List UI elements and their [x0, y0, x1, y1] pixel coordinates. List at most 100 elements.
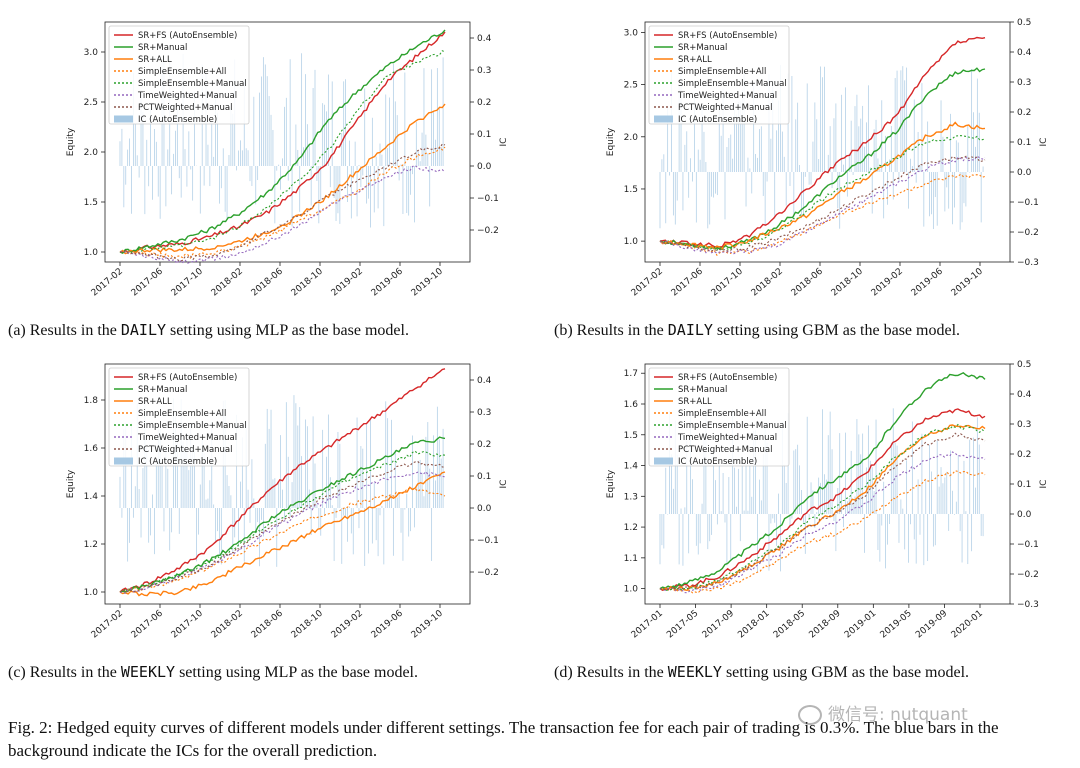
legend-swatch: [654, 115, 673, 123]
y-tick-label: 1.5: [624, 185, 638, 195]
series-line: [659, 451, 986, 594]
ic-tick-label: −0.2: [1017, 228, 1039, 238]
ic-tick-label: −0.3: [1017, 258, 1039, 268]
caption-c: (c) Results in the WEEKLY setting using …: [8, 662, 518, 683]
y-tick-label: 1.0: [624, 585, 639, 595]
series-line: [659, 408, 986, 592]
ic-tick-label: 0.0: [477, 504, 492, 514]
x-tick-label: 2017-02: [90, 267, 125, 299]
x-tick-label: 2019-06: [370, 266, 405, 298]
caption-d-suffix: setting using GBM as the base model.: [725, 664, 970, 681]
x-tick-label: 2019-10: [950, 266, 985, 298]
ic-tick-label: −0.1: [1017, 198, 1039, 208]
x-tick-label: 2019-01: [843, 609, 878, 641]
x-tick-label: 2017-01: [630, 609, 665, 641]
y-tick-label: 1.3: [624, 492, 638, 502]
x-tick-label: 2018-02: [750, 267, 785, 299]
ic-tick-label: 0.3: [477, 66, 491, 76]
legend-label: SR+ALL: [138, 55, 172, 65]
ic-bars: [119, 395, 444, 567]
caption-a-suffix: setting using MLP as the base model.: [170, 322, 409, 339]
x-tick-label: 2019-06: [370, 608, 405, 640]
x-tick-label: 2017-06: [130, 266, 165, 298]
x-tick-label: 2019-02: [330, 609, 365, 641]
x-tick-label: 2018-10: [290, 266, 325, 298]
y-tick-label: 1.6: [84, 444, 99, 454]
legend-box: [108, 367, 250, 467]
y-tick-label: 1.5: [84, 198, 98, 208]
equity-axis-label: Equity: [606, 469, 616, 498]
y-tick-label: 3.0: [624, 28, 639, 38]
ic-tick-label: 0.0: [1017, 510, 1032, 520]
chart-d: 1.0 1.1 1.2 1.3 1.4 1.5 1.6 1.7 −0.3 −0.2 −0.1 0.0 0…: [606, 360, 1049, 641]
legend-label: SR+Manual: [678, 385, 727, 395]
figure-caption: Fig. 2: Hedged equity curves of differen…: [8, 718, 999, 760]
series-line: [659, 121, 986, 250]
legend-label: TimeWeighted+Manual: [137, 433, 237, 443]
ic-tick-label: −0.3: [1017, 600, 1039, 610]
legend-label: SimpleEnsemble+Manual: [678, 421, 787, 431]
ic-tick-label: 0.2: [477, 440, 491, 450]
x-tick-label: 2019-10: [410, 608, 445, 640]
ic-tick-label: 0.5: [1017, 18, 1031, 28]
ic-axis-label: IC: [499, 480, 509, 489]
ic-tick-label: 0.5: [1017, 360, 1031, 370]
ic-tick-label: 0.3: [1017, 420, 1031, 430]
legend-swatch: [654, 457, 673, 465]
caption-a-prefix: (a) Results in the: [8, 322, 117, 339]
x-tick-label: 2018-06: [250, 608, 285, 640]
ic-tick-label: 0.0: [1017, 168, 1032, 178]
legend-label: SimpleEnsemble+All: [138, 409, 226, 419]
legend-label: SimpleEnsemble+Manual: [138, 421, 247, 431]
ic-tick-label: 0.4: [477, 34, 492, 44]
caption-b-suffix: setting using GBM as the base model.: [716, 322, 961, 339]
ic-tick-label: 0.1: [1017, 138, 1031, 148]
caption-c-suffix: setting using MLP as the base model.: [179, 664, 418, 681]
chart-b: 1.0 1.5 2.0 2.5 3.0 −0.3 −0.2 −0.1 0.0 0.1 0.2 0.3 0…: [606, 18, 1049, 299]
series-line: [119, 461, 446, 593]
legend-label: SR+FS (AutoEnsemble): [678, 31, 777, 41]
x-tick-label: 2017-06: [670, 266, 705, 298]
legend-label: TimeWeighted+Manual: [137, 91, 237, 101]
ic-axis-label: IC: [1039, 480, 1049, 489]
panel-d: 1.0 1.1 1.2 1.3 1.4 1.5 1.6 1.7 −0.3 −0.2 −0.1 0.0 0…: [540, 352, 1080, 692]
y-tick-label: 1.5: [624, 431, 638, 441]
x-tick-label: 2018-01: [736, 609, 771, 641]
legend-box: [108, 25, 250, 125]
series-line: [119, 470, 446, 594]
series-line: [119, 450, 446, 593]
caption-b: (b) Results in the DAILY setting using G…: [554, 320, 1064, 341]
x-tick-label: 2017-02: [90, 609, 125, 641]
equity-axis-label: Equity: [66, 127, 76, 156]
legend-label: PCTWeighted+Manual: [678, 445, 773, 455]
legend-label: SimpleEnsemble+All: [678, 67, 766, 77]
x-tick-label: 2018-06: [250, 266, 285, 298]
legend-swatch: [114, 457, 133, 465]
plot-frame: [104, 21, 471, 263]
series-line: [659, 470, 986, 594]
ic-tick-label: −0.1: [477, 194, 499, 204]
caption-c-setting: WEEKLY: [120, 663, 176, 681]
y-tick-label: 3.0: [84, 48, 99, 58]
legend-box: [648, 367, 790, 467]
x-tick-label: 2019-06: [910, 266, 945, 298]
x-tick-label: 2018-06: [790, 266, 825, 298]
ic-tick-label: −0.2: [477, 226, 499, 236]
legend-label: SimpleEnsemble+All: [138, 67, 226, 77]
series-line: [119, 146, 446, 260]
x-tick-label: 2017-09: [701, 608, 736, 640]
series-line: [659, 155, 986, 255]
y-tick-label: 1.2: [624, 523, 638, 533]
caption-b-prefix: (b) Results in the: [554, 322, 664, 339]
legend-label: SimpleEnsemble+All: [678, 409, 766, 419]
legend-label: TimeWeighted+Manual: [677, 91, 777, 101]
legend-label: IC (AutoEnsemble): [138, 115, 217, 125]
watermark: 微信号: nutquant: [798, 700, 968, 725]
x-tick-label: 2020-01: [950, 609, 985, 641]
legend-label: TimeWeighted+Manual: [677, 433, 777, 443]
legend-label: IC (AutoEnsemble): [138, 457, 217, 467]
ic-tick-label: 0.2: [1017, 108, 1031, 118]
caption-a-setting: DAILY: [120, 321, 167, 339]
legend-label: IC (AutoEnsemble): [678, 115, 757, 125]
x-tick-label: 2017-02: [630, 267, 665, 299]
